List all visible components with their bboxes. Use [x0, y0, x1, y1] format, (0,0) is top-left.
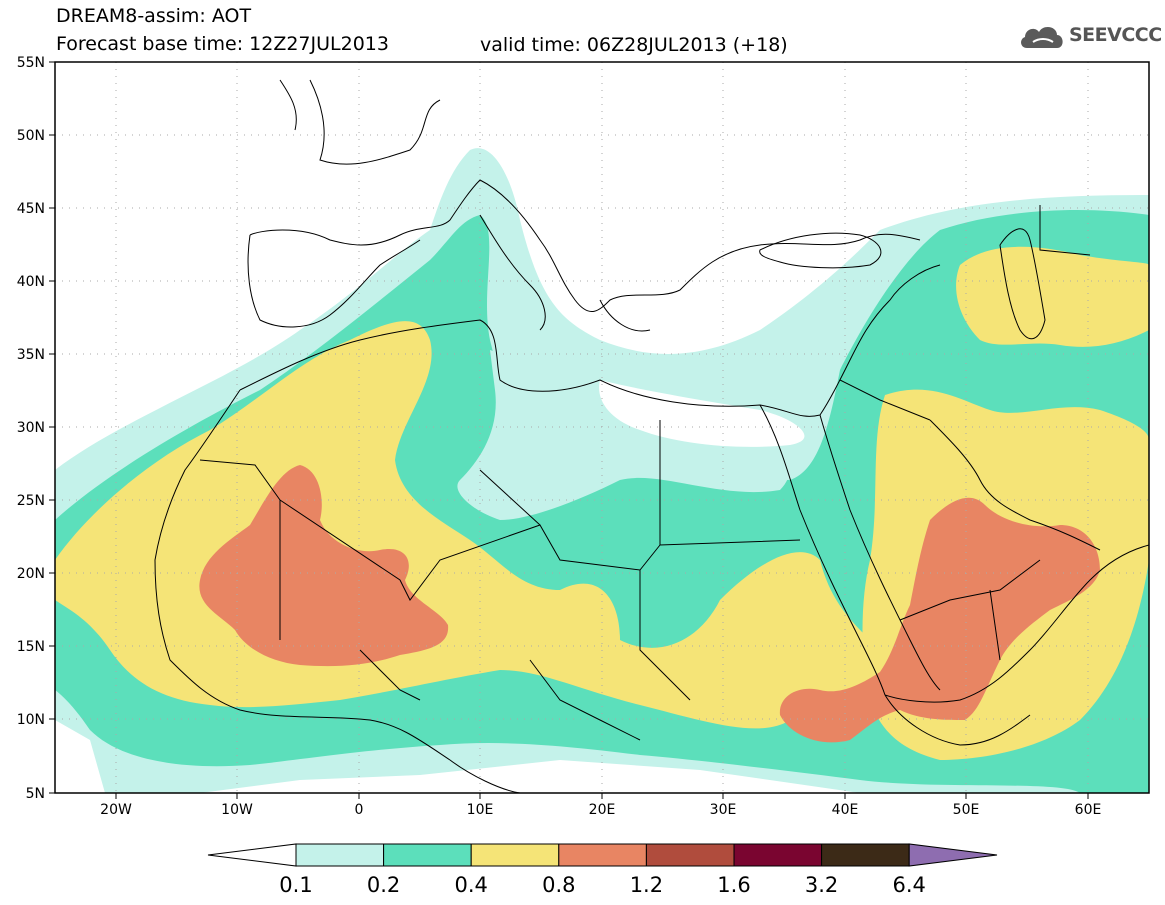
lat-labels: 55N 50N 45N 40N 35N 30N 25N 20N 15N 10N … [17, 55, 45, 802]
lon-label: 10W [221, 802, 253, 818]
aot-hole-white [599, 380, 805, 447]
colorbar-label: 3.2 [805, 873, 838, 897]
lon-label: 20W [100, 802, 132, 818]
aot-field [55, 148, 1149, 793]
lon-label: 40E [832, 802, 859, 818]
seevccc-logo: SEEVCCC [1017, 20, 1162, 60]
lat-label: 35N [17, 347, 45, 363]
colorbar-label: 6.4 [892, 873, 925, 897]
tick-marks [49, 61, 1089, 799]
colorbar-bin [821, 843, 910, 867]
lon-label: 60E [1075, 802, 1102, 818]
colorbar-bin [383, 843, 472, 867]
lat-label: 20N [17, 566, 45, 582]
colorbar-bin [295, 843, 385, 867]
aot-contour-0.4-caspian [956, 246, 1149, 347]
colorbar-label: 0.2 [367, 873, 400, 897]
colorbar-bin [733, 843, 823, 867]
lat-label: 5N [26, 786, 45, 802]
colorbar-bin [558, 843, 647, 867]
aot-hole-cyan [457, 350, 791, 520]
lon-label: 50E [953, 802, 980, 818]
colorbar-label: 1.6 [717, 873, 750, 897]
colorbar [207, 843, 998, 867]
colorbar-label: 1.2 [630, 873, 663, 897]
lon-label: 30E [710, 802, 737, 818]
colorbar-arrow-right [908, 843, 998, 867]
valid-time: valid time: 06Z28JUL2013 (+18) [480, 34, 788, 56]
lat-label: 45N [17, 201, 45, 217]
lon-label: 0 [355, 802, 364, 818]
colorbar-labels: 0.1 0.2 0.4 0.8 1.2 1.6 3.2 6.4 [279, 873, 926, 897]
lat-label: 15N [17, 639, 45, 655]
aot-contour-0.8-arabia [779, 497, 1100, 743]
logo-text: SEEVCCC [1069, 24, 1162, 46]
lat-label: 55N [17, 55, 45, 71]
cloud-icon [1021, 26, 1063, 48]
colorbar-label: 0.4 [454, 873, 487, 897]
colorbar-bin [470, 843, 560, 867]
lon-labels: 20W 10W 0 10E 20E 30E 40E 50E 60E [100, 802, 1101, 818]
colorbar-label: 0.8 [542, 873, 575, 897]
lat-label: 25N [17, 493, 45, 509]
colorbar-bin [645, 843, 735, 867]
lat-label: 50N [17, 128, 45, 144]
coastlines [154, 79, 1149, 793]
lat-label: 40N [17, 274, 45, 290]
lat-label: 30N [17, 420, 45, 436]
aot-contour-0.8-sahara [199, 465, 449, 667]
colorbar-label: 0.1 [279, 873, 312, 897]
lon-label: 20E [589, 802, 616, 818]
map-title: DREAM8-assim: AOT [56, 5, 252, 27]
graticule [55, 62, 1149, 793]
forecast-base-time: Forecast base time: 12Z27JUL2013 [56, 33, 389, 55]
lat-label: 10N [17, 712, 45, 728]
lon-label: 10E [467, 802, 494, 818]
colorbar-arrow-left [207, 843, 297, 867]
